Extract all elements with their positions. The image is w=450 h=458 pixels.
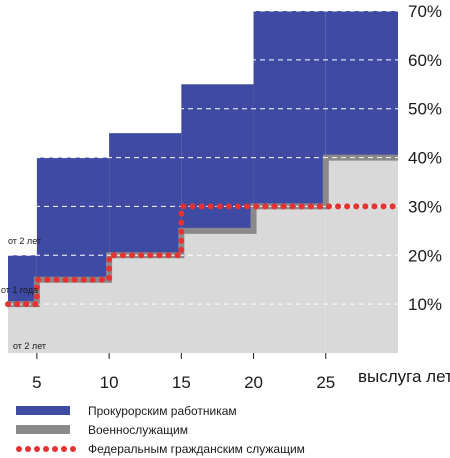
y-tick-label-70%: 70% [408,2,442,21]
legend-dot [16,446,22,452]
legend-dot [34,446,40,452]
legend-dot [43,446,49,452]
legend-label-prosecutors: Прокурорским работникам [88,404,237,418]
line-civil [5,203,401,308]
y-axis: 10% 20% 30% 40% 50% 60% 70% [408,2,442,314]
y-tick-label-30%: 30% [408,197,442,216]
x-axis-unit-label: выслуга лет [358,367,450,386]
y-tick-label-20%: 20% [408,246,442,265]
legend-dot [70,446,76,452]
bg-area-0 [8,304,37,353]
legend-dot [61,446,67,452]
legend-label-civil: Федеральным гражданским служащим [88,442,305,456]
annotation-lower: от 2 лет [13,341,46,351]
legend-swatch-prosecutors [16,406,70,415]
legend-dot [52,446,58,452]
legend-label-military: Военнослужащим [88,423,188,437]
y-tick-label-10%: 10% [408,295,442,314]
x-tick-label-20: 20 [244,373,263,392]
bg-area-3 [181,230,254,353]
y-tick-label-50%: 50% [408,100,442,119]
annotation-middle: от 1 года [1,285,38,295]
bar-prosecutors-2-2 [109,133,182,256]
x-tick-label-15: 15 [172,373,191,392]
plot-area [5,10,401,353]
annotation-upper: от 2 лет [8,236,41,246]
y-tick-label-60%: 60% [408,51,442,70]
bg-area-4 [253,206,326,353]
x-axis: 5 10 15 20 25 [32,353,335,392]
bar-prosecutors-1-1 [36,157,110,280]
x-tick-label-25: 25 [316,373,335,392]
bar-prosecutors-0-0 [8,255,37,305]
x-tick-label-5: 5 [32,373,41,392]
bar-prosecutors-4-5 [325,11,398,158]
x-tick-label-10: 10 [100,373,119,392]
legend-dot [25,446,31,452]
legend-swatch-civil [16,446,76,452]
y-tick-label-40%: 40% [408,149,442,168]
legend-swatch-military [16,425,70,434]
legend: Прокурорским работникам Военнослужащим Ф… [16,404,305,456]
bg-area-1 [36,279,110,353]
